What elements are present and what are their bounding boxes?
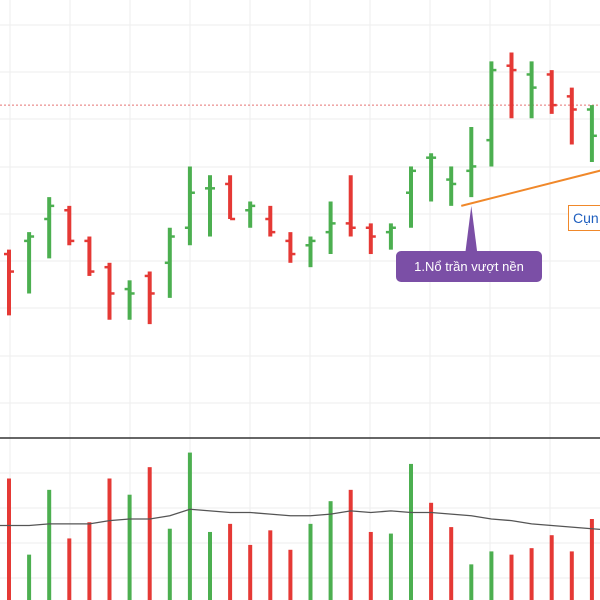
volume-bar [509, 554, 514, 600]
ohlc-bar [4, 249, 14, 316]
volume-bar [228, 523, 233, 600]
volume-bar [248, 544, 253, 600]
volume-bar [348, 489, 353, 600]
volume-bar [388, 533, 393, 600]
ohlc-bar [84, 236, 95, 276]
ohlc-bar [104, 262, 115, 320]
ohlc-bar [184, 166, 195, 246]
volume-moving-average [0, 508, 600, 531]
ohlc-bar [345, 175, 356, 237]
trend-line [461, 169, 600, 207]
ohlc-bar [225, 175, 236, 221]
ohlc-bar [305, 236, 316, 268]
ohlc-bar [365, 223, 376, 255]
ohlc-bar [586, 105, 597, 163]
volume-bar [409, 463, 413, 600]
ohlc-bar [426, 153, 437, 202]
volume-bar [529, 548, 534, 600]
ohlc-bar [546, 70, 557, 114]
volume-bar [27, 554, 32, 600]
volume-bar [107, 478, 112, 600]
volume-bar [569, 551, 574, 600]
ohlc-bar [245, 201, 256, 228]
volume-bars [7, 452, 594, 600]
volume-bar [268, 530, 273, 600]
ohlc-bar [24, 232, 35, 294]
volume-bar [589, 519, 594, 600]
callout-pointer [465, 205, 478, 253]
breakout-callout: 1.Nổ trần vượt nền [396, 251, 542, 282]
ohlc-bar [265, 205, 276, 237]
volume-bar [87, 522, 92, 600]
price-bars [4, 52, 597, 325]
volume-bar [7, 478, 11, 600]
volume-bar [449, 527, 454, 600]
volume-bar [469, 564, 474, 600]
volume-bar [429, 502, 434, 600]
volume-bar [47, 489, 52, 600]
volume-bar [127, 494, 132, 600]
volume-bar [308, 523, 313, 600]
ohlc-bar [164, 227, 175, 298]
volume-bar [489, 551, 494, 600]
ohlc-bar [144, 271, 155, 325]
volume-bar [208, 531, 212, 600]
ohlc-bar [406, 166, 416, 228]
volume-bar [167, 528, 172, 600]
volume-bar [147, 467, 152, 600]
volume-bar [187, 452, 192, 600]
ohlc-bar [285, 232, 296, 263]
volume-bar [328, 501, 333, 600]
ohlc-bar [446, 166, 457, 206]
ohlc-bar [466, 127, 477, 198]
ohlc-bar [325, 201, 336, 255]
ohlc-bar [385, 223, 396, 250]
ohlc-bar [64, 205, 75, 246]
ohlc-bar [124, 280, 135, 320]
volume-bar [368, 531, 373, 600]
ohlc-bar [506, 52, 517, 119]
ohlc-bar [486, 61, 497, 167]
volume-bar [549, 535, 554, 600]
range-label-box: Cụn [568, 205, 600, 231]
ohlc-bar [566, 87, 577, 145]
volume-bar [288, 549, 293, 600]
ohlc-bar [44, 197, 55, 259]
ohlc-bar [205, 175, 215, 237]
volume-bar [67, 538, 72, 600]
ohlc-bar [526, 61, 537, 119]
